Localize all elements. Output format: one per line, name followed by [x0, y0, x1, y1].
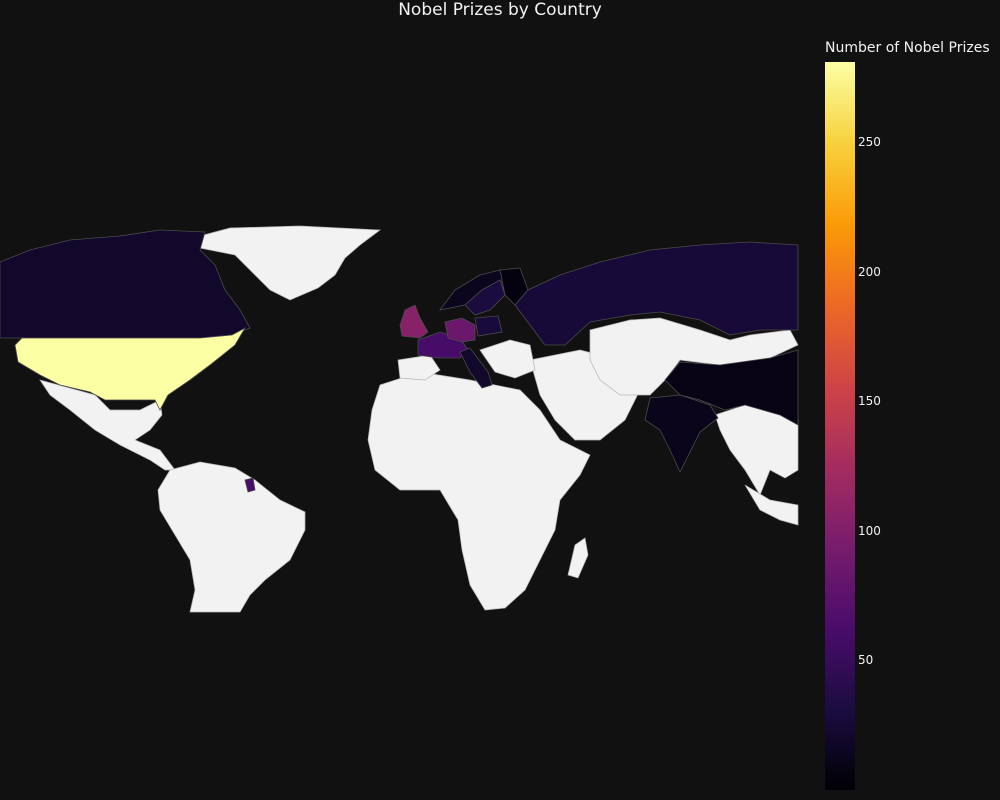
country-india[interactable]: [644, 394, 719, 473]
colorbar: [825, 62, 855, 790]
country-poland[interactable]: [474, 315, 503, 337]
land-madagascar: [567, 537, 589, 579]
country-germany[interactable]: [444, 317, 476, 343]
colorbar-title: Number of Nobel Prizes: [825, 40, 990, 56]
country-united-kingdom[interactable]: [399, 304, 429, 339]
land-indonesia: [744, 484, 799, 526]
country-russia[interactable]: [514, 241, 799, 346]
colorbar-tick-200: 200: [858, 264, 881, 279]
country-italy[interactable]: [459, 347, 493, 389]
land-mexico-central-america: [39, 379, 176, 471]
country-united-states[interactable]: [14, 326, 247, 411]
colorbar-tick-250: 250: [858, 135, 881, 150]
colorbar-tick-50: 50: [858, 653, 874, 668]
country-french-guiana[interactable]: [244, 477, 256, 493]
colorbar-tick-100: 100: [858, 523, 881, 538]
land-greenland: [184, 225, 381, 301]
land-balkans: [479, 339, 536, 379]
country-china[interactable]: [664, 349, 799, 426]
world-map[interactable]: [0, 0, 800, 800]
map-title: Nobel Prizes by Country: [398, 0, 602, 20]
colorbar-tick-150: 150: [858, 394, 881, 409]
data-countries[interactable]: [0, 229, 799, 493]
colorbar-gradient: [825, 62, 855, 790]
land-south-america: [157, 461, 306, 613]
land-no-data: [39, 225, 799, 613]
land-africa: [367, 371, 591, 611]
